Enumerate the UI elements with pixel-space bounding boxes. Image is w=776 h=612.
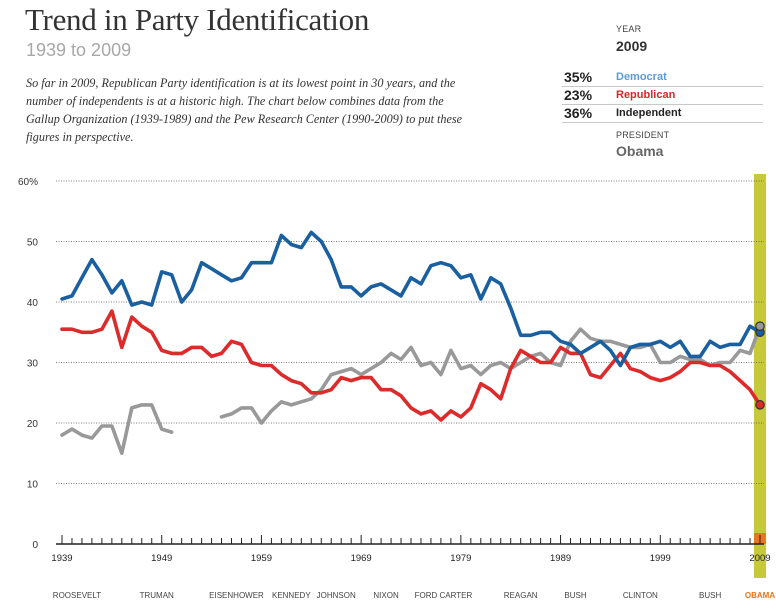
president-label-obama: OBAMA [745,591,775,600]
year-label: YEAR [616,24,642,34]
chart-description: So far in 2009, Republican Party identif… [26,76,463,144]
president-label-reagan: REAGAN [504,591,538,600]
legend-row-democrat: 35% Democrat [562,69,763,87]
legend-row-republican: 23% Republican [562,87,763,105]
highlight-year-bar [754,174,766,578]
democrat-name: Democrat [616,71,667,83]
x-tick-label: 1999 [650,553,671,564]
president-label-eisenhower: EISENHOWER [209,591,264,600]
y-tick-label: 10 [27,480,39,491]
democrat-line [60,230,762,368]
y-tick-label: 60% [18,177,38,188]
y-tick-label: 30 [27,359,39,370]
page-subtitle: 1939 to 2009 [26,40,132,60]
president-label-bush: BUSH [699,591,721,600]
y-tick-label: 50 [27,238,39,249]
president-label: PRESIDENT [616,130,670,140]
independent-endpoint-dot [755,321,765,331]
republican-line [60,309,762,422]
year-value: 2009 [616,38,648,54]
y-tick-label: 20 [27,419,39,430]
president-label-ford: FORD [415,591,438,600]
president-label-bush: BUSH [564,591,586,600]
page-title: Trend in Party Identification [25,2,370,37]
x-tick-label: 1949 [151,553,172,564]
president-label-johnson: JOHNSON [317,591,356,600]
x-tick-label: 1979 [450,553,471,564]
independent-pct: 36% [564,105,593,121]
independent-line-segment-1 [60,403,174,456]
republican-pct: 23% [564,87,593,103]
republican-name: Republican [616,89,676,101]
independent-name: Independent [616,107,682,119]
president-label-nixon: NIXON [373,591,399,600]
president-label-kennedy: KENNEDY [272,591,311,600]
president-value: Obama [616,143,664,159]
y-tick-label: 40 [27,298,39,309]
x-tick-label: 1939 [51,553,72,564]
x-tick-label: 1959 [251,553,272,564]
y-tick-label: 0 [32,540,38,551]
president-label-truman: TRUMAN [140,591,174,600]
democrat-pct: 35% [564,69,593,85]
republican-endpoint-dot [755,400,765,410]
independent-line-segment-2 [219,324,762,425]
president-label-roosevelt: ROOSEVELT [53,591,101,600]
president-label-clinton: CLINTON [623,591,658,600]
x-tick-label: 2009 [749,553,770,564]
x-tick-label: 1969 [351,553,372,564]
x-tick-label: 1989 [550,553,571,564]
president-label-carter: CARTER [439,591,472,600]
legend-row-independent: 36% Independent [562,105,763,123]
